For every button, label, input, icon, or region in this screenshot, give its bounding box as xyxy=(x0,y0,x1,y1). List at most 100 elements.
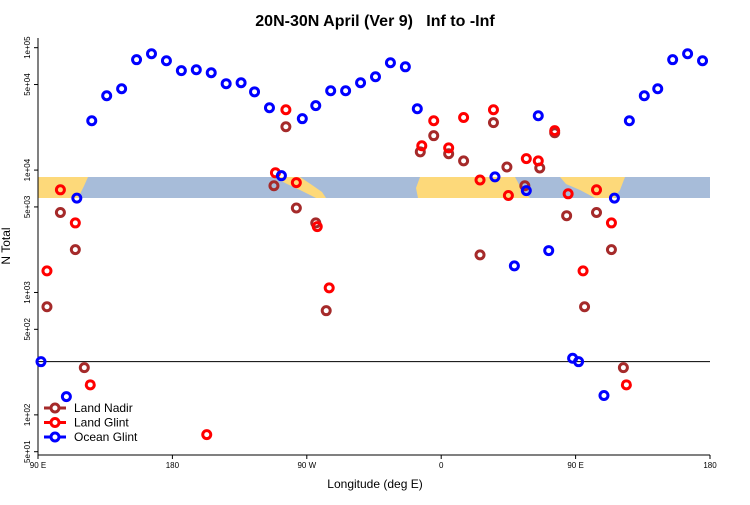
point xyxy=(443,142,455,154)
point xyxy=(532,155,544,167)
point xyxy=(220,78,232,90)
x-tick-label: 180 xyxy=(166,461,180,470)
legend-marker xyxy=(49,417,61,428)
point xyxy=(41,301,53,313)
point xyxy=(69,217,81,229)
point xyxy=(175,65,187,77)
point xyxy=(416,140,428,152)
point xyxy=(384,57,396,69)
point xyxy=(443,148,455,160)
point xyxy=(355,77,367,89)
point xyxy=(487,104,499,116)
point xyxy=(84,379,96,391)
point xyxy=(598,389,610,401)
chart-title: 20N-30N April (Ver 9) Inf to -Inf xyxy=(255,13,495,30)
point xyxy=(54,184,66,196)
point xyxy=(543,245,555,257)
y-tick-label: 5e+04 xyxy=(23,73,32,96)
point xyxy=(508,260,520,272)
point xyxy=(591,207,603,219)
point xyxy=(263,102,275,114)
legend-label: Land Nadir xyxy=(74,401,133,415)
x-tick-label: 0 xyxy=(439,461,444,470)
point xyxy=(369,71,381,83)
point xyxy=(86,115,98,127)
point xyxy=(520,153,532,165)
y-tick-label: 5e+01 xyxy=(23,440,32,463)
y-tick-label: 1e+03 xyxy=(23,281,32,304)
point xyxy=(41,265,53,277)
point xyxy=(411,103,423,115)
point xyxy=(623,115,635,127)
point xyxy=(458,111,470,123)
point xyxy=(605,244,617,256)
legend-marker xyxy=(49,431,61,443)
point xyxy=(290,177,302,189)
point xyxy=(549,125,561,137)
point xyxy=(697,55,709,67)
point xyxy=(605,217,617,229)
point xyxy=(160,55,172,67)
point xyxy=(399,61,411,73)
legend-label: Ocean Glint xyxy=(74,430,138,444)
point xyxy=(577,265,589,277)
point xyxy=(474,174,486,186)
point xyxy=(78,362,90,374)
point xyxy=(428,115,440,127)
point xyxy=(280,121,292,133)
point xyxy=(458,155,470,167)
point xyxy=(617,362,629,374)
point xyxy=(652,83,664,95)
point xyxy=(268,180,280,192)
x-axis-label: Longitude (deg E) xyxy=(327,477,422,491)
point xyxy=(275,170,287,182)
point xyxy=(562,188,574,200)
y-tick-label: 1e+04 xyxy=(23,158,32,181)
point xyxy=(608,192,620,204)
point xyxy=(145,48,157,60)
point xyxy=(591,184,603,196)
point xyxy=(290,202,302,214)
point xyxy=(520,185,532,197)
point xyxy=(501,161,513,173)
point xyxy=(573,356,585,368)
point xyxy=(325,85,337,97)
point xyxy=(474,249,486,261)
point xyxy=(532,110,544,122)
point xyxy=(235,77,247,89)
y-tick-label: 1e+05 xyxy=(23,36,32,59)
point xyxy=(296,113,308,125)
point xyxy=(205,67,217,79)
point xyxy=(131,54,143,66)
x-tick-label: 90 E xyxy=(567,461,583,470)
point xyxy=(414,146,426,158)
point xyxy=(561,210,573,222)
point xyxy=(638,90,650,102)
point xyxy=(428,130,440,142)
point xyxy=(340,85,352,97)
x-tick-label: 90 W xyxy=(297,461,316,470)
point xyxy=(54,207,66,219)
point xyxy=(69,244,81,256)
point xyxy=(320,305,332,317)
point xyxy=(201,429,213,441)
point xyxy=(579,301,591,313)
point xyxy=(620,379,632,391)
y-tick-label: 1e+02 xyxy=(23,403,32,426)
point xyxy=(71,192,83,204)
y-tick-label: 5e+02 xyxy=(23,318,32,341)
legend-label: Land Glint xyxy=(74,416,129,430)
point xyxy=(116,83,128,95)
point xyxy=(101,90,113,102)
map-strip xyxy=(38,177,710,198)
point xyxy=(310,100,322,112)
y-tick-label: 5e+03 xyxy=(23,195,32,218)
point xyxy=(280,104,292,116)
point xyxy=(667,54,679,66)
point xyxy=(311,221,323,233)
point xyxy=(487,117,499,129)
point xyxy=(60,391,72,403)
point xyxy=(35,356,47,368)
